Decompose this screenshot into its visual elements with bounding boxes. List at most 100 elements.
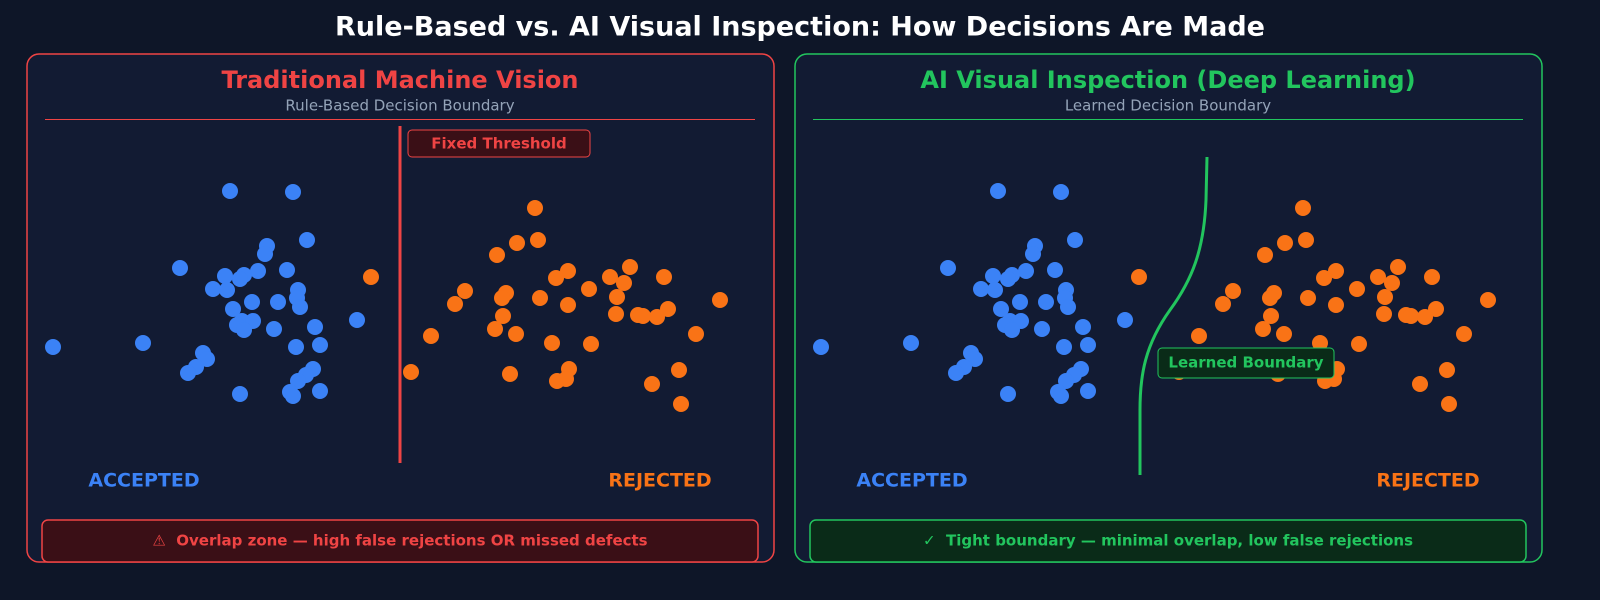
point	[307, 319, 323, 335]
point	[635, 308, 651, 324]
point	[583, 336, 599, 352]
point	[172, 260, 188, 276]
point	[509, 235, 525, 251]
page-title: Rule-Based vs. AI Visual Inspection: How…	[335, 12, 1265, 43]
footer-note: ⚠ Overlap zone — high false rejections O…	[152, 532, 647, 550]
point	[1439, 362, 1455, 378]
annotation-box	[1157, 347, 1335, 379]
point	[609, 289, 625, 305]
point	[312, 383, 328, 399]
point	[1075, 319, 1091, 335]
point	[985, 268, 1001, 284]
point	[1328, 297, 1344, 313]
point	[1060, 299, 1076, 315]
point	[993, 301, 1009, 317]
point	[217, 268, 233, 284]
point	[1018, 263, 1034, 279]
point	[1370, 269, 1386, 285]
point	[1117, 312, 1133, 328]
point	[1067, 232, 1083, 248]
point	[292, 299, 308, 315]
point	[285, 388, 301, 404]
point	[1053, 184, 1069, 200]
point	[1376, 306, 1392, 322]
point	[487, 321, 503, 337]
point	[1349, 281, 1365, 297]
point	[250, 263, 266, 279]
point	[532, 290, 548, 306]
point	[45, 339, 61, 355]
legend-label: REJECTED	[1376, 470, 1479, 492]
point	[1131, 269, 1147, 285]
point	[1412, 376, 1428, 392]
point	[1480, 292, 1496, 308]
point	[1441, 396, 1457, 412]
point	[1417, 309, 1433, 325]
point	[1080, 337, 1096, 353]
point	[232, 271, 248, 287]
point	[1000, 386, 1016, 402]
point	[581, 281, 597, 297]
point	[285, 184, 301, 200]
point	[1328, 263, 1344, 279]
point	[622, 259, 638, 275]
point	[1080, 383, 1096, 399]
point	[236, 322, 252, 338]
point	[502, 366, 518, 382]
point	[987, 282, 1003, 298]
point	[1262, 290, 1278, 306]
point	[1012, 294, 1028, 310]
point	[673, 396, 689, 412]
point	[180, 365, 196, 381]
point	[548, 270, 564, 286]
point	[1053, 388, 1069, 404]
point	[1312, 335, 1328, 351]
point	[530, 232, 546, 248]
point	[266, 321, 282, 337]
point	[1225, 283, 1241, 299]
point	[616, 275, 632, 291]
legend-label: REJECTED	[608, 470, 711, 492]
annotation: Learned Boundary	[1168, 354, 1323, 372]
point	[222, 183, 238, 199]
point	[671, 362, 687, 378]
point	[990, 183, 1006, 199]
point	[508, 326, 524, 342]
learned-boundary	[1138, 156, 1209, 475]
point	[1056, 339, 1072, 355]
point	[1025, 246, 1041, 262]
point	[712, 292, 728, 308]
point	[199, 351, 215, 367]
point	[288, 339, 304, 355]
point	[649, 309, 665, 325]
point	[1403, 308, 1419, 324]
point	[644, 376, 660, 392]
point	[1456, 326, 1472, 342]
point	[1424, 269, 1440, 285]
footer-box	[809, 519, 1527, 563]
point	[1034, 321, 1050, 337]
point	[494, 290, 510, 306]
point	[1000, 271, 1016, 287]
point	[1038, 294, 1054, 310]
point	[688, 326, 704, 342]
point	[602, 269, 618, 285]
point	[903, 335, 919, 351]
annotation: Fixed Threshold	[431, 135, 566, 153]
point	[312, 337, 328, 353]
point	[1428, 301, 1444, 317]
point	[135, 335, 151, 351]
point	[225, 301, 241, 317]
point	[1255, 321, 1271, 337]
point	[1004, 322, 1020, 338]
point	[544, 335, 560, 351]
point	[1047, 262, 1063, 278]
legend-label: ACCEPTED	[88, 470, 199, 492]
point	[219, 282, 235, 298]
annotation-box	[407, 129, 591, 158]
footer-note: ✓ Tight boundary — minimal overlap, low …	[923, 532, 1413, 550]
point	[232, 386, 248, 402]
panel-subtitle: Learned Decision Boundary	[1065, 97, 1271, 115]
point	[973, 281, 989, 297]
